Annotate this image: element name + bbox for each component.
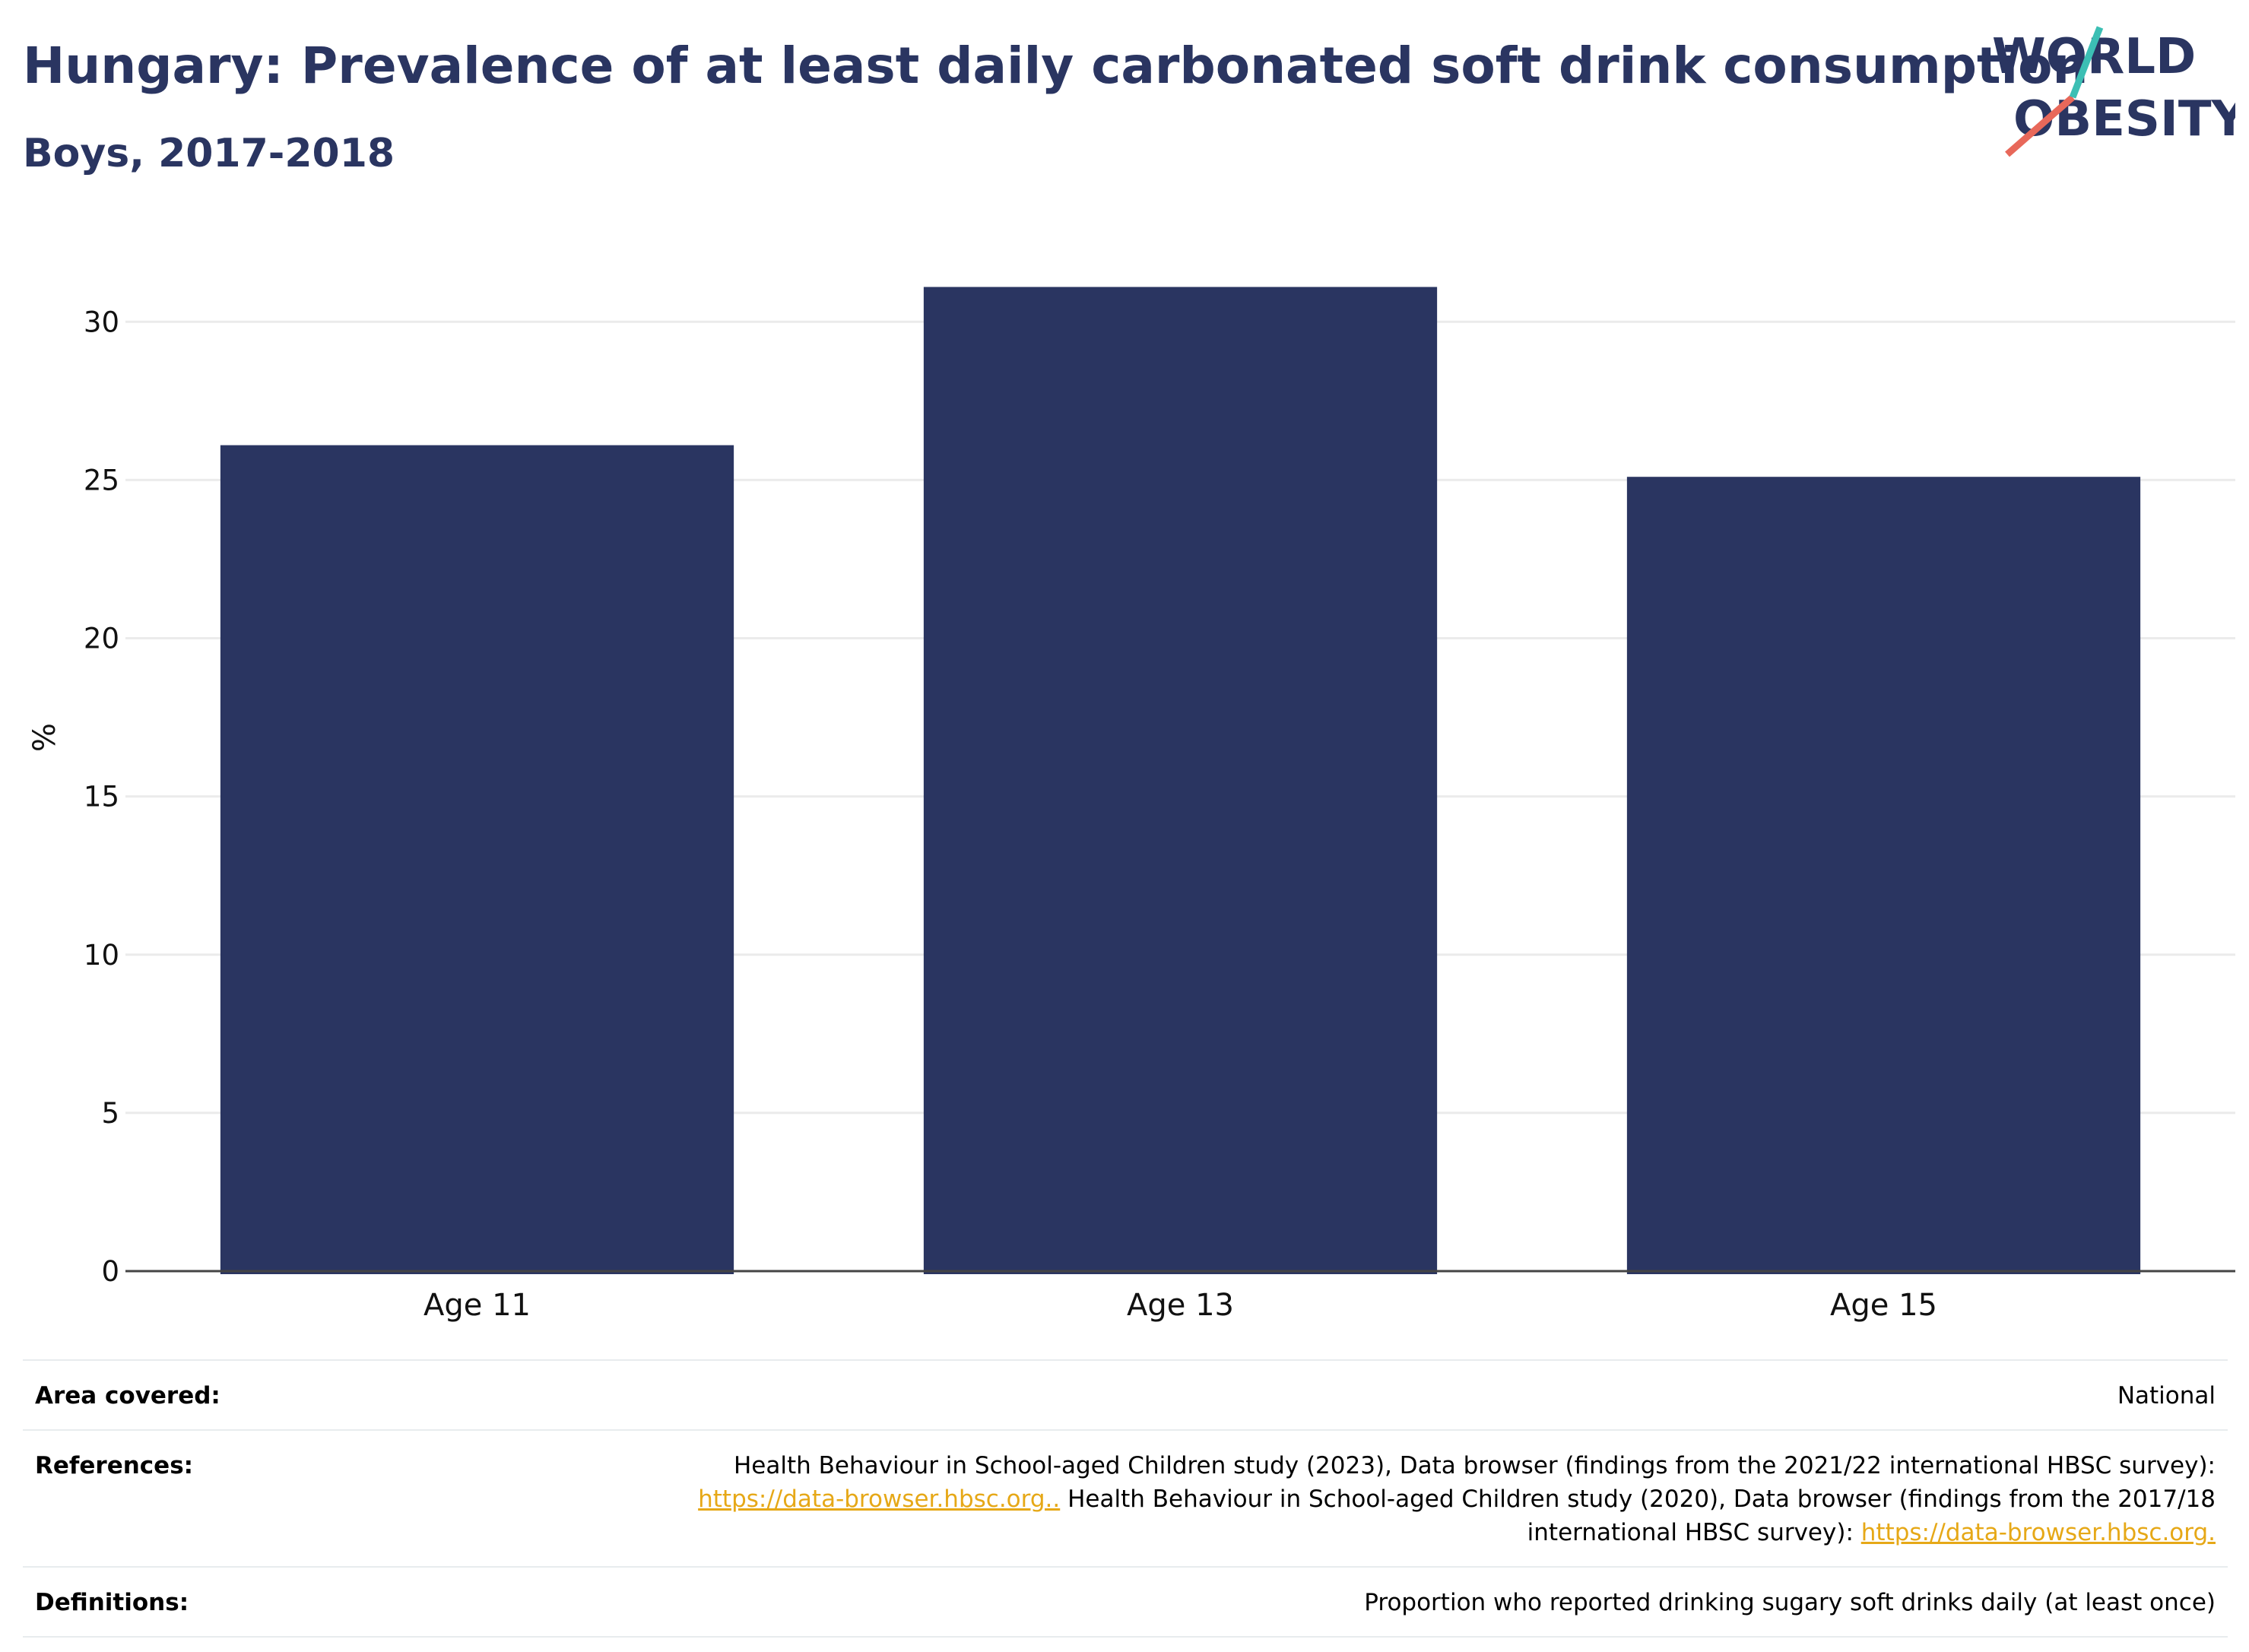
bar-chart: 0 5 10 15 20 25 30 Age 11 Age 13 Age 15 % [27, 287, 2235, 1323]
y-tick-label: 10 [84, 939, 119, 972]
y-tick-label: 25 [84, 464, 119, 496]
bars [220, 287, 2141, 1274]
logo-coral-slash [2005, 94, 2075, 157]
references-value: Health Behaviour in School-aged Children… [634, 1449, 2216, 1549]
page-subtitle: Boys, 2017-2018 [23, 131, 395, 176]
world-obesity-logo: WORLD OBESITY [1992, 26, 2235, 157]
y-tick-label: 20 [84, 623, 119, 655]
definitions-row: Definitions: Proportion who reported dri… [23, 1566, 2228, 1638]
x-tick-label: Age 15 [1830, 1288, 1937, 1323]
y-axis-label: % [27, 723, 62, 752]
axes: 0 5 10 15 20 25 30 Age 11 Age 13 Age 15 [84, 306, 2235, 1323]
metadata-table: Area covered: National References: Healt… [23, 1359, 2228, 1638]
logo-teal-slash [2069, 26, 2104, 99]
reference-text-1: Health Behaviour in School-aged Children… [734, 1452, 2216, 1479]
y-tick-label: 15 [84, 781, 119, 813]
references-row: References: Health Behaviour in School-a… [23, 1429, 2228, 1566]
definitions-value: Proportion who reported drinking sugary … [1364, 1589, 2216, 1616]
area-covered-value: National [2117, 1382, 2216, 1409]
references-label: References: [35, 1452, 194, 1479]
bar-age-13 [923, 287, 1438, 1274]
definitions-label: Definitions: [35, 1589, 189, 1616]
reference-text-2: Health Behaviour in School-aged Children… [1060, 1486, 2216, 1546]
area-covered-row: Area covered: National [23, 1359, 2228, 1429]
reference-link-1[interactable]: https://data-browser.hbsc.org.. [698, 1486, 1061, 1513]
reference-link-2[interactable]: https://data-browser.hbsc.org. [1860, 1519, 2216, 1546]
y-tick-label: 30 [84, 306, 119, 338]
area-covered-label: Area covered: [35, 1382, 220, 1409]
x-tick-label: Age 13 [1127, 1288, 1234, 1323]
page-title: Hungary: Prevalence of at least daily ca… [23, 36, 2089, 95]
x-tick-label: Age 11 [423, 1288, 531, 1323]
y-tick-label: 5 [101, 1097, 119, 1130]
y-tick-label: 0 [101, 1255, 119, 1288]
bar-age-11 [220, 445, 734, 1274]
bar-age-15 [1626, 477, 2141, 1274]
